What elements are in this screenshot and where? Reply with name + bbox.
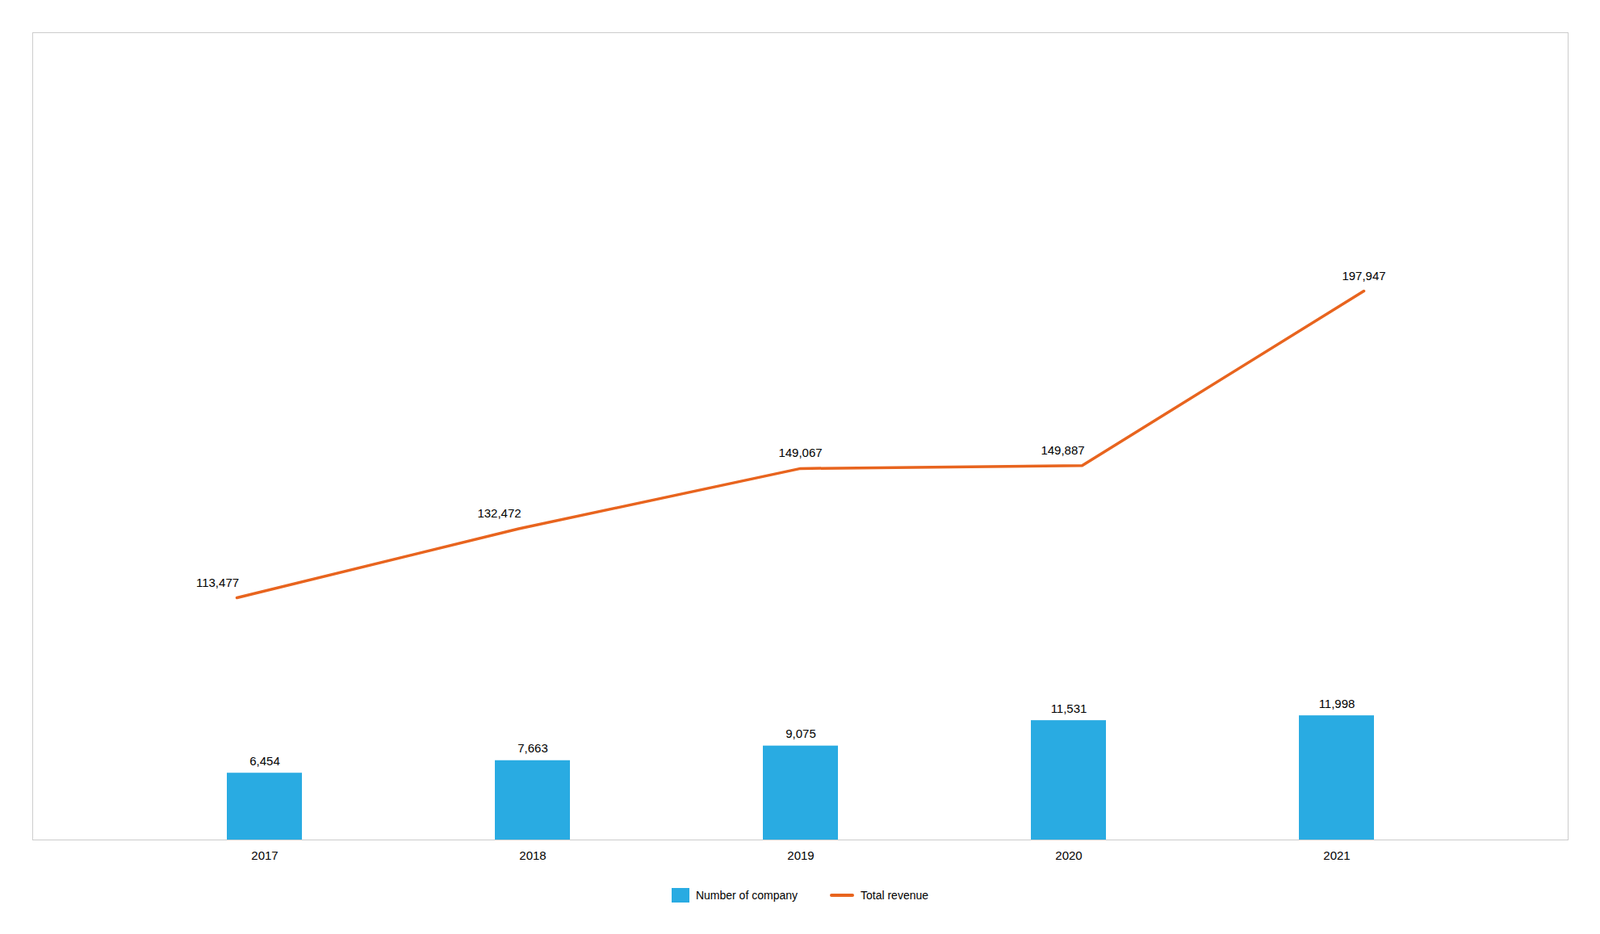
svg-text:2021: 2021 (1323, 848, 1350, 863)
svg-text:197,947: 197,947 (1341, 268, 1386, 283)
html-text:Number of company: Number of company (695, 888, 798, 902)
svg-text:7,663: 7,663 (517, 741, 549, 755)
svg-text:2019: 2019 (787, 848, 814, 863)
svg-text:2020: 2020 (1055, 848, 1082, 863)
svg-text:2018: 2018 (519, 848, 546, 863)
svg-text:2017: 2017 (251, 848, 278, 863)
svg-text:11,531: 11,531 (1051, 701, 1088, 716)
svg-text:11,998: 11,998 (1319, 696, 1356, 711)
svg-text:6,454: 6,454 (249, 753, 281, 768)
svg-text:149,067: 149,067 (778, 445, 822, 460)
svg-text:132,472: 132,472 (477, 506, 521, 520)
svg-text:149,887: 149,887 (1040, 443, 1085, 457)
html-text:Total revenue: Total revenue (860, 888, 929, 902)
svg-text:9,075: 9,075 (785, 726, 817, 741)
svg-text:113,477: 113,477 (196, 575, 239, 590)
